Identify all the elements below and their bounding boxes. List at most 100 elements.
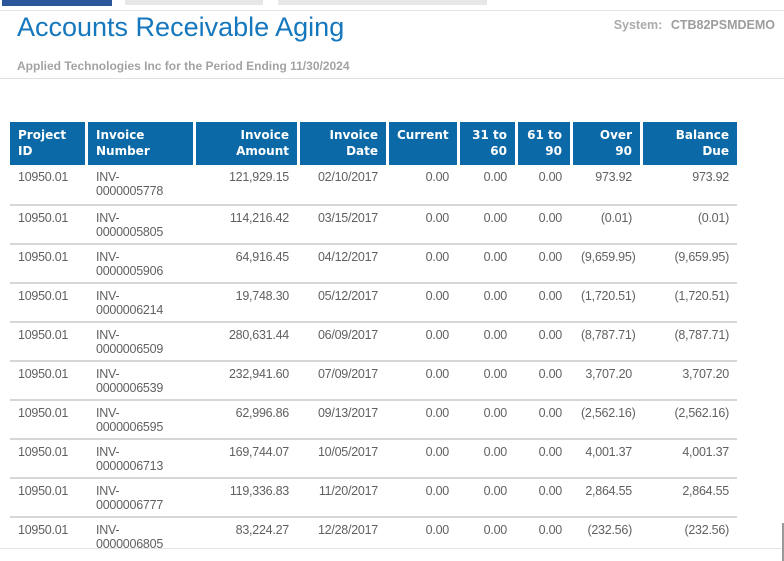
table-cell: 973.92 (692, 170, 729, 184)
table-cell: 06/09/2017 (317, 328, 378, 342)
table-cell: 10950.01 (18, 445, 69, 459)
table-cell: 0.00 (483, 328, 508, 342)
table-cell: (1,720.51) (674, 289, 730, 303)
table-cell: INV- 0000005778 (96, 170, 164, 198)
report-viewport: Project ID Invoice Number Invoice Amount In… (10, 122, 737, 548)
table-cell: 83,224.27 (235, 523, 290, 537)
column-header: Invoice Date (300, 122, 386, 165)
table-cell: 0.00 (538, 250, 563, 264)
table-cell: INV- 0000006777 (96, 484, 164, 512)
table-cell: 0.00 (483, 523, 508, 537)
table-cell: 4,001.37 (585, 445, 632, 459)
column-header: Current (389, 122, 457, 165)
table-cell: (1,720.51) (581, 289, 636, 303)
table-cell: 0.00 (425, 328, 450, 342)
table-cell: 10950.01 (18, 484, 69, 498)
table-cell: 0.00 (483, 445, 508, 459)
table-body: 10950.01 INV- 0000005778 121,929.15 02/10/2… (10, 165, 737, 548)
table-cell: 0.00 (425, 484, 450, 498)
table-cell: (9,659.95) (581, 250, 636, 264)
table-cell: 04/12/2017 (317, 250, 378, 264)
table-row: 10950.01 INV- 0000006509 280,631.44 06/09/2… (10, 321, 737, 360)
table-cell: (0.01) (697, 211, 729, 225)
table-cell: 0.00 (538, 484, 563, 498)
table-cell: 0.00 (538, 523, 563, 537)
table-cell: 0.00 (538, 328, 563, 342)
column-header: 61 to 90 (518, 122, 570, 165)
table-cell: 10950.01 (18, 250, 69, 264)
table-cell: (8,787.71) (674, 328, 730, 342)
column-header: Project ID (10, 122, 85, 165)
table-cell: 232,941.60 (228, 367, 289, 381)
column-header: Balance Due (643, 122, 737, 165)
table-row: 10950.01 INV- 0000006214 19,748.30 05/12/20… (10, 282, 737, 321)
table-cell: 19,748.30 (235, 289, 290, 303)
table-cell: 973.92 (595, 170, 632, 184)
table-cell: 10950.01 (18, 367, 69, 381)
table-row: 10950.01 INV- 0000005778 121,929.15 02/10/2… (10, 165, 737, 204)
table-cell: INV- 0000006509 (96, 328, 164, 356)
table-cell: 0.00 (425, 289, 450, 303)
table-cell: 11/20/2017 (318, 484, 378, 498)
viewport-bottom-divider (0, 548, 784, 549)
table-cell: INV- 0000006805 (96, 523, 164, 548)
table-cell: 02/10/2017 (317, 170, 378, 184)
table-row: 10950.01 INV- 0000006595 62,996.86 09/13/20… (10, 399, 737, 438)
table-cell: 0.00 (538, 367, 563, 381)
table-cell: 10/05/2017 (317, 445, 378, 459)
ar-aging-table: Project ID Invoice Number Invoice Amount In… (10, 122, 737, 548)
table-cell: (8,787.71) (581, 328, 636, 342)
table-cell: 0.00 (483, 211, 508, 225)
table-cell: INV- 0000006595 (96, 406, 164, 434)
column-header: 31 to 60 (460, 122, 515, 165)
table-cell: 05/12/2017 (317, 289, 378, 303)
tab-indicator-active[interactable] (2, 0, 112, 6)
table-cell: 0.00 (425, 523, 450, 537)
table-cell: 64,916.45 (235, 250, 290, 264)
table-cell: 10950.01 (18, 211, 69, 225)
table-row: 10950.01 INV- 0000006805 83,224.27 12/28/20… (10, 516, 737, 548)
table-cell: INV- 0000006713 (96, 445, 164, 473)
table-cell: 0.00 (483, 250, 508, 264)
table-row: 10950.01 INV- 0000005906 64,916.45 04/12/20… (10, 243, 737, 282)
system-label: System: (613, 18, 663, 32)
table-cell: 4,001.37 (682, 445, 729, 459)
table-cell: 0.00 (538, 445, 563, 459)
report-subtitle: Applied Technologies Inc for the Period … (17, 59, 350, 73)
table-cell: 0.00 (483, 484, 508, 498)
table-cell: 0.00 (425, 170, 450, 184)
table-cell: 10950.01 (18, 523, 69, 537)
table-cell: 62,996.86 (235, 406, 290, 420)
table-cell: 114,216.42 (229, 211, 289, 225)
table-cell: 07/09/2017 (317, 367, 378, 381)
system-value: CTB82PSMDEMO (670, 18, 775, 32)
table-cell: 121,929.15 (228, 170, 289, 184)
table-cell: 10950.01 (18, 328, 69, 342)
column-header: Over 90 (573, 122, 640, 165)
table-cell: 3,707.20 (585, 367, 632, 381)
table-cell: INV- 0000005906 (96, 250, 164, 278)
tab-indicator-inactive[interactable] (125, 0, 263, 5)
table-cell: INV- 0000006539 (96, 367, 164, 395)
table-cell: 10950.01 (18, 170, 69, 184)
table-cell: 0.00 (425, 367, 450, 381)
table-cell: 2,864.55 (585, 484, 632, 498)
scrollbar-edge[interactable] (782, 523, 784, 561)
system-info: System: CTB82PSMDEMO (614, 18, 775, 32)
column-header: Invoice Amount (196, 122, 297, 165)
table-cell: 0.00 (483, 289, 508, 303)
table-row: 10950.01 INV- 0000005805 114,216.42 03/15/2… (10, 204, 737, 243)
table-cell: (232.56) (684, 523, 729, 537)
table-cell: 3,707.20 (682, 367, 729, 381)
table-cell: 0.00 (483, 367, 508, 381)
table-cell: (232.56) (587, 523, 632, 537)
table-cell: INV- 0000006214 (96, 289, 164, 317)
header-divider (0, 78, 784, 79)
table-row: 10950.01 INV- 0000006539 232,941.60 07/09/2… (10, 360, 737, 399)
table-cell: 0.00 (425, 250, 450, 264)
table-cell: 0.00 (538, 289, 563, 303)
table-cell: 0.00 (425, 211, 450, 225)
table-cell: 280,631.44 (228, 328, 289, 342)
tab-indicator-inactive[interactable] (278, 0, 487, 5)
table-cell: (9,659.95) (674, 250, 730, 264)
